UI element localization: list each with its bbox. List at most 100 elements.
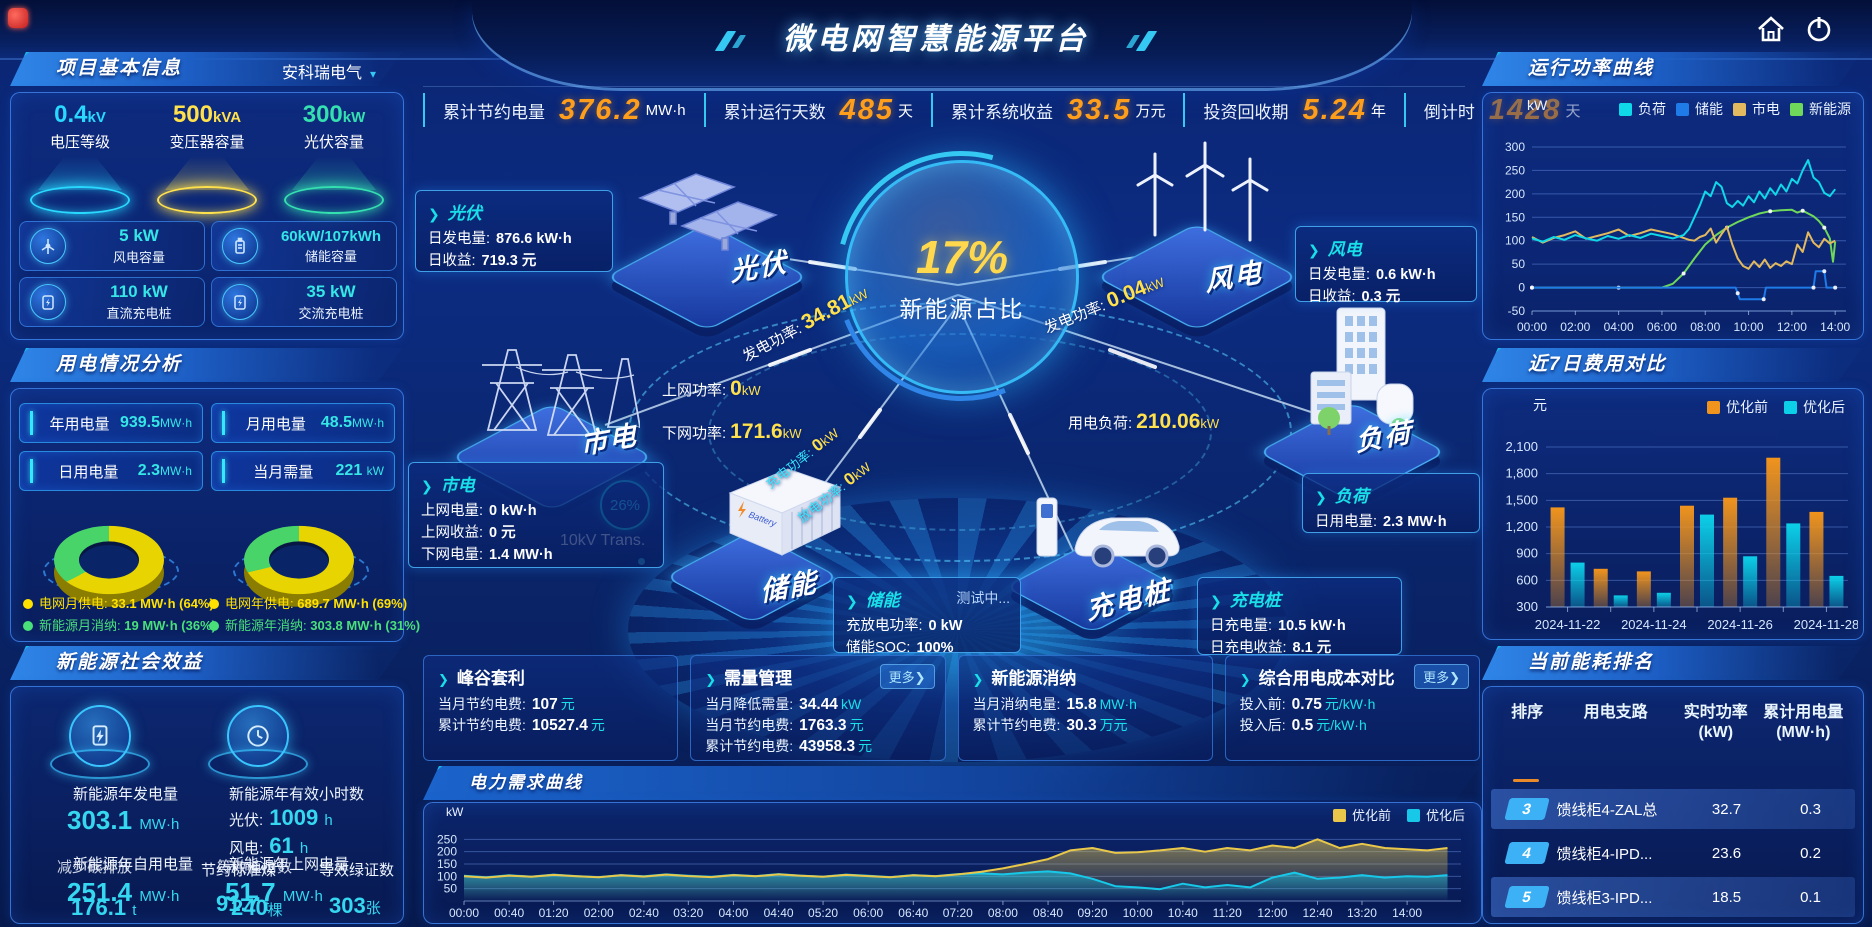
- legend-item[interactable]: 优化前: [1332, 805, 1391, 824]
- wind-platform: [1095, 223, 1299, 331]
- company-select[interactable]: 安科瑞电气 ▾: [282, 59, 376, 83]
- node-label-grid: 市电: [579, 419, 639, 461]
- col-energy: 累计用电量 (MW·h): [1763, 704, 1844, 741]
- legend-grid-month: 电网月供电: 33.1 MW·h (64%): [23, 593, 214, 612]
- podium-ring: [284, 186, 384, 214]
- stat-value: 48.5: [320, 414, 352, 431]
- benefit-export-value: 51.7 MW·h: [225, 877, 323, 907]
- run-power-legend: 负荷 储能 市电 新能源: [1619, 99, 1851, 119]
- benefit-trees-label: 等效植树数: [217, 859, 293, 876]
- rank-badge: 4: [1504, 842, 1550, 864]
- legend-item[interactable]: 负荷: [1619, 99, 1666, 119]
- run-power-chart[interactable]: -50 0 50 100 150 200 250 300 00:00 02:00 04:00 06:0…: [1486, 119, 1858, 335]
- info-card-wind: ❯ 风电 日发电量: 0.6 kW·h 日收益: 0.3 元: [1295, 226, 1477, 305]
- capacity-value: 60kW/107kWh: [280, 227, 382, 245]
- light-cone: [38, 156, 122, 190]
- stat-month-usage: 月用电量 48.5MW·h: [211, 403, 395, 443]
- legend-item[interactable]: 优化后: [1406, 805, 1465, 824]
- legend-item[interactable]: 市电: [1733, 99, 1780, 119]
- beam-lines: [604, 246, 1351, 588]
- load-building-icon: [1310, 307, 1414, 435]
- light-cone: [292, 156, 376, 190]
- chevron-icon: ❯: [972, 672, 984, 687]
- legend-item[interactable]: 优化前: [1707, 397, 1768, 417]
- col-rank: 排序: [1511, 704, 1544, 721]
- info-card-storage: ❯ 储能 测试中... 充放电功率: 0 kW 储能SOC: 100%: [833, 577, 1021, 656]
- kpi-ribbon: 累计节约电量 376.2 MW·h 累计运行天数 485 天 累计系统收益 33.5 万元 …: [423, 86, 1580, 133]
- ranking-row[interactable]: 4 馈线柜4-IPD... 23.6 0.2: [1491, 833, 1855, 873]
- flow-charge-power: 充电功率:0kW: [763, 425, 842, 492]
- power-icon[interactable]: [1802, 14, 1836, 44]
- stat-label: 日用电量: [58, 463, 119, 481]
- svg-text:12:00: 12:00: [1257, 906, 1287, 920]
- benefit-hours-pv: 光伏: 1009 h: [229, 805, 333, 830]
- legend-item[interactable]: 新能源: [1790, 99, 1851, 119]
- benefit-gen-label: 新能源年发电量: [73, 786, 179, 803]
- panel-header-ranking: 当前能耗排名: [1482, 646, 1862, 680]
- capacity-label: 交流充电桩: [298, 306, 364, 321]
- svg-text:10:00: 10:00: [1734, 320, 1764, 334]
- icon-base-ring: [50, 749, 150, 779]
- y-axis-unit: 元: [1533, 397, 1547, 413]
- panel-cost-compare: 元 优化前 优化后 300 600 900 1,200 1,500 1,800 2,100 20…: [1482, 388, 1864, 640]
- more-button[interactable]: 更多❯: [1414, 664, 1469, 689]
- node-label-pv: 光伏: [729, 246, 789, 288]
- ranking-row[interactable]: 3 馈线柜4-ZAL总 32.7 0.3: [1491, 789, 1855, 829]
- storage-test-badge: 测试中...: [956, 590, 1010, 606]
- stat-label: 年用电量: [49, 415, 110, 433]
- capacity-card-storage: 60kW/107kWh 储能容量: [211, 221, 397, 271]
- branch-name: 馈线柜4-IPD...: [1556, 845, 1653, 863]
- svg-text:Battery: Battery: [747, 509, 778, 528]
- svg-text:00:40: 00:40: [494, 906, 524, 920]
- chevron-icon: ❯: [421, 478, 433, 494]
- load-platform: [1257, 401, 1447, 503]
- svg-text:14:00: 14:00: [1392, 906, 1422, 920]
- stat-unit: kW: [366, 464, 384, 478]
- legend-item[interactable]: 储能: [1676, 99, 1723, 119]
- panel-usage: 年用电量 939.5MW·h 月用电量 48.5MW·h 日用电量 2.3MW·h 当…: [10, 388, 420, 642]
- benefit-export-label: 新能源年上网电量: [229, 856, 350, 873]
- svg-text:00:00: 00:00: [449, 906, 479, 920]
- branch-energy: 0.1: [1800, 888, 1821, 906]
- capacity-card-dc-charger: 110 kW 直流充电桩: [19, 277, 205, 327]
- solar-panels-icon: [637, 173, 779, 251]
- scroll-indicator[interactable]: [1513, 779, 1539, 782]
- ranking-row[interactable]: 6 馈线柜6-IPD 22.7 0.1: [1491, 921, 1855, 923]
- stat-label: 月用电量: [245, 415, 306, 433]
- svg-text:100: 100: [437, 869, 457, 883]
- stat-value: 2.3: [137, 462, 160, 479]
- y-axis-unit: kW: [1527, 97, 1548, 113]
- svg-text:06:40: 06:40: [898, 906, 928, 920]
- capacity-label: 风电容量: [112, 250, 165, 265]
- branch-name: 馈线柜3-IPD...: [1556, 889, 1653, 907]
- ranking-row[interactable]: 5 馈线柜3-IPD... 18.5 0.1: [1491, 877, 1855, 917]
- podium-label: 变压器容量: [169, 134, 245, 151]
- panel-project-info: 0.4kV 电压等级 500kVA 变压器容量 300kW 光伏容量 5 kW 风…: [10, 92, 404, 340]
- legend-renew-year: 新能源年消纳: 303.8 MW·h (31%): [209, 615, 420, 634]
- stat-label: 当月需量: [253, 463, 314, 481]
- storage-platform: [664, 530, 840, 624]
- capacity-value: 35 kW: [306, 282, 356, 301]
- more-button[interactable]: 更多❯: [879, 664, 935, 689]
- home-icon[interactable]: [1754, 14, 1788, 44]
- panel-benefit: 新能源年发电量 303.1 MW·h 新能源年有效小时数 光伏: 1009 h …: [10, 686, 404, 924]
- svg-text:13:20: 13:20: [1347, 906, 1377, 920]
- transformer-load-pct: 26%: [600, 480, 650, 530]
- stat-unit: MW·h: [159, 464, 192, 478]
- flow-discharge-power: 放电功率:0kW: [795, 459, 874, 526]
- legend-item[interactable]: 优化后: [1784, 397, 1845, 417]
- svg-text:50: 50: [444, 882, 458, 896]
- battery-icon: [222, 228, 258, 264]
- kpi-value: 5.24: [1302, 93, 1367, 126]
- branch-power: 23.6: [1711, 844, 1742, 862]
- benefit-certs-value: 303张: [329, 893, 381, 918]
- kpi-unit: MW·h: [645, 101, 686, 119]
- cost-chart[interactable]: 300 600 900 1,200 1,500 1,800 2,100 2024-11-22 2…: [1486, 417, 1858, 635]
- capacity-label: 储能容量: [304, 248, 357, 264]
- kpi-unit: 年: [1370, 102, 1386, 120]
- strategy-cards-row: ❯ 峰谷套利 当月节约电费: 107 元 累计节约电费: 10527.4 元 ❯ 需量管理 …: [423, 655, 1480, 761]
- panel-header-demand: 电力需求曲线: [423, 766, 1480, 800]
- podium-unit: kV: [87, 109, 106, 126]
- legend-renew-month: 新能源月消纳: 19 MW·h (36%): [23, 615, 216, 634]
